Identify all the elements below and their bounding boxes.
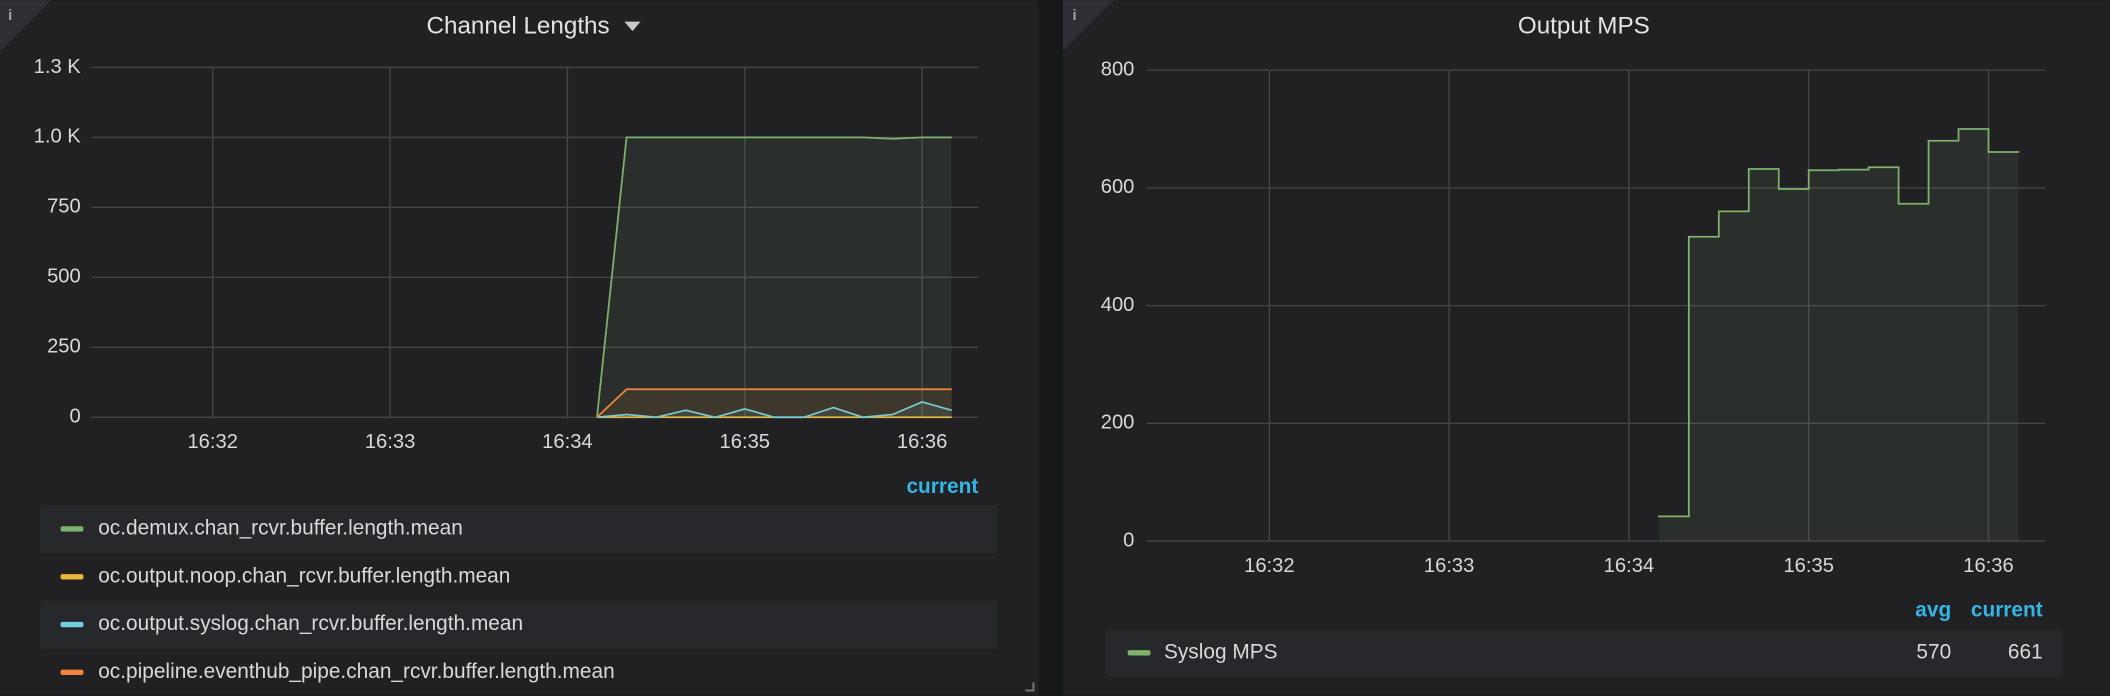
series-line: [596, 388, 952, 418]
panel-title[interactable]: Output MPS: [1518, 12, 1650, 39]
legend-label: oc.output.syslog.chan_rcvr.buffer.length…: [98, 612, 523, 635]
panel: [1063, 0, 2110, 696]
legend-marker: [60, 526, 84, 532]
legend-marker: [1127, 650, 1151, 656]
series-line: [596, 136, 952, 418]
legend-row: [40, 505, 998, 553]
area-fill: [596, 389, 952, 418]
y-tick-label: 1.3 K: [34, 56, 82, 78]
x-tick-label: 16:36: [897, 431, 947, 453]
resize-handle[interactable]: [1025, 682, 1035, 692]
x-tick-label: 16:36: [1963, 555, 2013, 577]
info-corner[interactable]: [0, 0, 52, 52]
legend-marker: [60, 574, 84, 580]
y-tick-label: 1.0 K: [34, 126, 82, 148]
legend-row: [1106, 629, 2063, 677]
area-fill: [596, 401, 952, 418]
y-tick-label: 400: [1101, 294, 1135, 316]
y-tick-label: 800: [1101, 58, 1135, 80]
legend-column-header: current: [906, 475, 978, 498]
info-corner[interactable]: [1063, 0, 1115, 52]
y-tick-label: 750: [47, 196, 81, 218]
area-fill: [1658, 128, 2019, 542]
area-fill: [596, 137, 952, 418]
legend-row: [40, 600, 998, 649]
legend-column-header: avg: [1915, 599, 1951, 622]
legend-value: 661: [2008, 640, 2043, 663]
x-tick-label: 16:33: [365, 431, 415, 453]
legend-label: oc.pipeline.eventhub_pipe.chan_rcvr.buff…: [98, 660, 614, 683]
y-tick-label: 600: [1101, 176, 1135, 198]
legend-marker: [60, 621, 84, 628]
x-tick-label: 16:35: [720, 431, 770, 453]
y-tick-label: 0: [1123, 529, 1134, 551]
x-tick-label: 16:34: [542, 431, 592, 453]
plots: 0 250 500 750 1.0 K 1.3 K 16:32 16:33 16:34 16:35…: [34, 56, 2063, 683]
legend-column-header: current: [1971, 599, 2043, 622]
legend-value: 570: [1916, 640, 1951, 663]
x-tick-label: 16:32: [1244, 555, 1294, 577]
y-tick-label: 250: [47, 336, 81, 358]
info-icon[interactable]: i: [1072, 8, 1076, 24]
x-tick-label: 16:32: [187, 431, 237, 453]
panel-title[interactable]: Channel Lengths: [427, 12, 610, 39]
legend-label: Syslog MPS: [1164, 640, 1278, 663]
legend-marker: [60, 669, 84, 675]
legend-label: oc.demux.chan_rcvr.buffer.length.mean: [98, 516, 463, 539]
y-tick-label: 200: [1101, 412, 1135, 434]
legend-label: oc.output.noop.chan_rcvr.buffer.length.m…: [98, 564, 510, 587]
info-icon[interactable]: i: [8, 8, 12, 24]
y-tick-label: 0: [70, 406, 81, 428]
title-dropdown[interactable]: [624, 21, 641, 32]
x-tick-label: 16:35: [1783, 555, 1833, 577]
series-line: [596, 400, 952, 419]
x-tick-label: 16:34: [1604, 555, 1654, 577]
y-tick-label: 500: [47, 266, 81, 288]
x-tick-label: 16:33: [1424, 555, 1474, 577]
